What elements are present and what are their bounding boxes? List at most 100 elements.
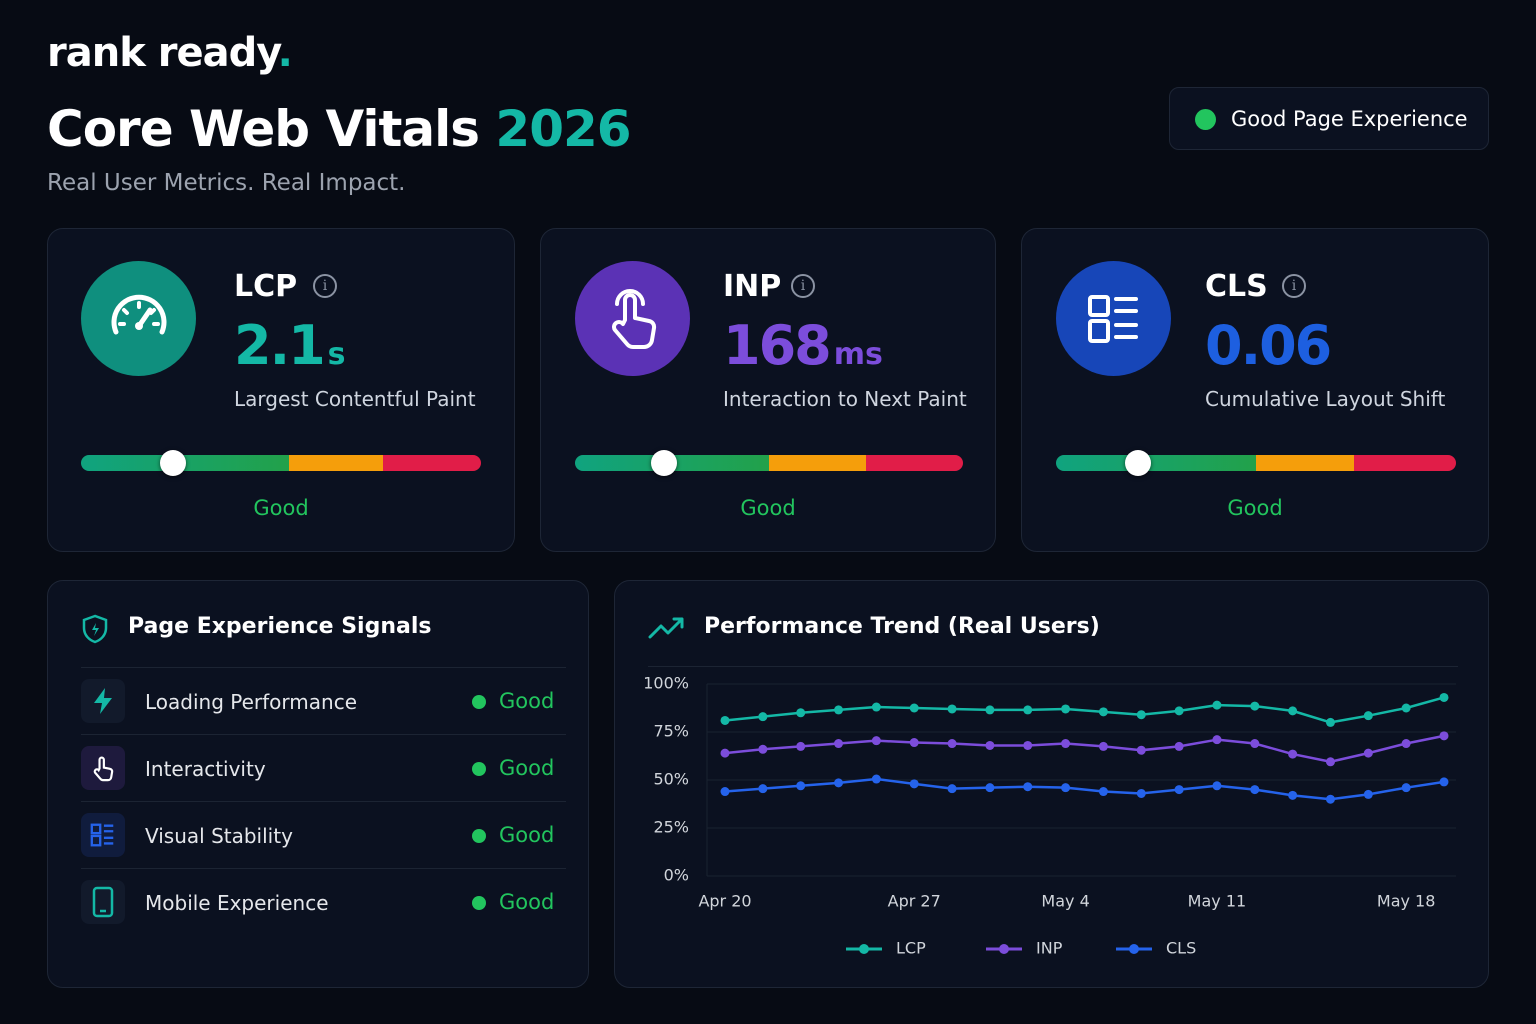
data-point — [1325, 794, 1335, 804]
status-dot — [472, 762, 486, 776]
signal-status: Good — [499, 890, 555, 914]
metric-description: Largest Contentful Paint — [234, 387, 476, 411]
threshold-knob — [160, 450, 186, 476]
data-point — [1098, 741, 1108, 751]
data-point — [1288, 706, 1298, 716]
info-icon[interactable]: i — [313, 274, 337, 298]
data-point — [1061, 783, 1071, 793]
data-point — [871, 774, 881, 784]
data-point — [1439, 731, 1449, 741]
data-point — [1363, 748, 1373, 758]
series-line — [724, 696, 1445, 724]
data-point — [834, 705, 844, 715]
data-point — [1401, 783, 1411, 793]
data-point — [909, 738, 919, 748]
data-point — [796, 741, 806, 751]
y-tick-label: 100% — [643, 674, 689, 693]
signal-row: Interactivity Good — [81, 734, 566, 802]
signals-title: Page Experience Signals — [128, 614, 432, 639]
x-tick-label: May 4 — [1041, 892, 1089, 911]
legend-label: INP — [1036, 939, 1063, 958]
data-point — [1023, 782, 1033, 792]
data-point — [720, 715, 730, 725]
signal-icon — [81, 746, 125, 790]
data-point — [796, 708, 806, 718]
shield-icon — [82, 614, 108, 644]
data-point — [1023, 705, 1033, 715]
series-line — [724, 777, 1445, 801]
series-line — [724, 734, 1445, 764]
data-point — [1098, 787, 1108, 797]
data-point — [796, 781, 806, 791]
data-point — [1363, 789, 1373, 799]
legend-swatch-dot — [859, 944, 869, 954]
metric-icon — [575, 261, 690, 376]
x-tick-label: May 18 — [1377, 892, 1436, 911]
metric-card: LCP i 2.1 s Largest Contentful Paint Good — [47, 228, 515, 552]
data-point — [720, 787, 730, 797]
y-tick-label: 25% — [653, 818, 689, 837]
metric-name: INP — [723, 269, 782, 304]
data-point — [1136, 745, 1146, 755]
data-point — [1061, 704, 1071, 714]
status-dot — [472, 829, 486, 843]
chart: 0% 25% 50% 75% 100% Apr 20 Apr 27 May 4 May 11 Ma… — [643, 674, 1456, 958]
data-point — [985, 705, 995, 715]
data-point — [985, 740, 995, 750]
metric-icon — [1056, 261, 1171, 376]
x-tick-label: May 11 — [1188, 892, 1247, 911]
legend-label: CLS — [1166, 939, 1196, 958]
metric-card: CLS i 0.06 Cumulative Layout Shift Good — [1021, 228, 1489, 552]
signal-status: Good — [499, 823, 555, 847]
data-point — [1212, 735, 1222, 745]
data-point — [1401, 739, 1411, 749]
y-tick-label: 75% — [653, 722, 689, 741]
metric-status: Good — [740, 496, 796, 520]
signal-row: Mobile Experience Good — [81, 868, 566, 936]
status-dot — [472, 896, 486, 910]
data-point — [758, 784, 768, 794]
data-point — [1098, 707, 1108, 717]
data-point — [947, 784, 957, 794]
data-point — [1439, 777, 1449, 787]
data-point — [947, 739, 957, 749]
data-point — [1250, 785, 1260, 795]
info-icon[interactable]: i — [1282, 274, 1306, 298]
signal-label: Loading Performance — [145, 690, 358, 714]
legend-label: LCP — [896, 939, 926, 958]
y-tick-label: 50% — [653, 770, 689, 789]
metric-name: CLS — [1205, 269, 1268, 304]
signal-row: Loading Performance Good — [81, 667, 566, 735]
chart-title: Performance Trend (Real Users) — [704, 614, 1100, 639]
metric-number: 2.1 — [234, 314, 326, 377]
data-point — [1136, 710, 1146, 720]
x-tick-label: Apr 20 — [698, 892, 751, 911]
legend-swatch-dot — [1129, 944, 1139, 954]
data-point — [758, 712, 768, 722]
metric-number: 168 — [723, 314, 832, 377]
data-point — [1288, 749, 1298, 759]
metric-icon — [81, 261, 196, 376]
data-point — [1136, 788, 1146, 798]
data-point — [758, 744, 768, 754]
data-point — [834, 739, 844, 749]
subtitle: Real User Metrics. Real Impact. — [47, 170, 406, 196]
data-point — [1325, 757, 1335, 767]
metric-value: 2.1 s — [234, 314, 346, 377]
metric-status: Good — [253, 496, 309, 520]
data-point — [1174, 741, 1184, 751]
info-icon[interactable]: i — [791, 274, 815, 298]
data-point — [909, 779, 919, 789]
data-point — [1174, 706, 1184, 716]
signal-icon — [81, 880, 125, 924]
data-point — [871, 736, 881, 746]
data-point — [1250, 701, 1260, 711]
data-point — [985, 783, 995, 793]
data-point — [1288, 790, 1298, 800]
y-tick-label: 0% — [664, 866, 689, 885]
threshold-knob — [651, 450, 678, 476]
metric-value: 0.06 — [1205, 314, 1332, 377]
badge-dot — [1195, 109, 1216, 130]
signal-label: Mobile Experience — [145, 891, 329, 915]
